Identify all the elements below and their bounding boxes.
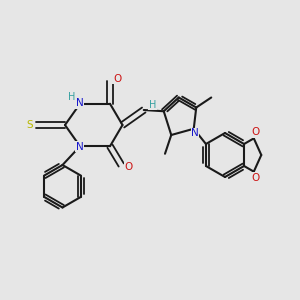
Text: H: H [68,92,76,102]
Text: N: N [76,98,83,108]
Text: H: H [149,100,156,110]
Text: O: O [113,74,121,84]
Text: O: O [251,127,259,137]
Text: N: N [76,142,83,152]
Text: S: S [26,120,33,130]
Text: O: O [251,173,259,183]
Text: N: N [191,128,199,138]
Text: O: O [124,163,132,172]
